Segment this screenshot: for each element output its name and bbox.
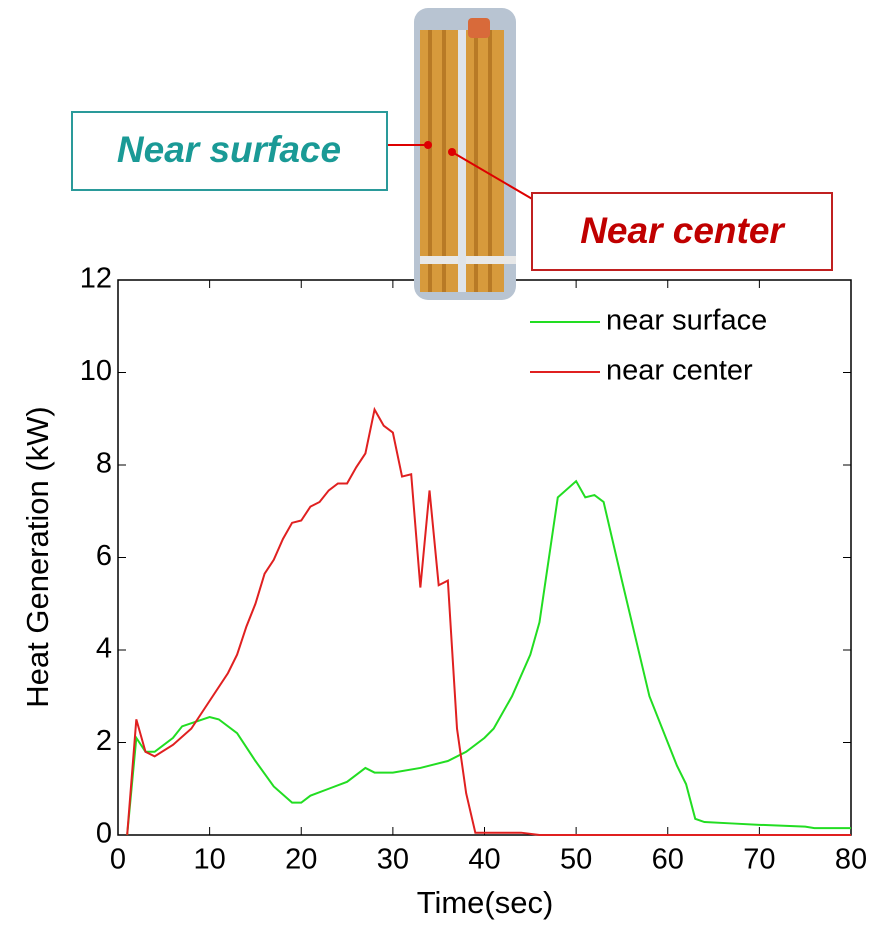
y-tick-label: 0 — [96, 818, 112, 850]
x-tick-label: 70 — [743, 844, 775, 876]
legend-label: near center — [606, 355, 753, 387]
annotation-box — [531, 192, 833, 271]
y-tick-label: 4 — [96, 633, 112, 665]
x-tick-label: 50 — [560, 844, 592, 876]
pointer-line — [451, 151, 535, 201]
y-axis-label: Heat Generation (kW) — [20, 406, 55, 708]
x-tick-label: 20 — [285, 844, 317, 876]
plot: 0 10 20 30 40 50 60 70 80 0 2 4 6 8 10 12 — [80, 263, 867, 876]
battery-image — [414, 8, 516, 300]
y-tick-label: 12 — [80, 263, 112, 295]
y-tick-label: 8 — [96, 448, 112, 480]
x-tick-label: 30 — [377, 844, 409, 876]
x-tick-label: 40 — [468, 844, 500, 876]
x-tick-label: 0 — [110, 844, 126, 876]
legend: near surface near center — [530, 305, 767, 387]
data-line — [126, 406, 851, 836]
x-tick-label: 60 — [652, 844, 684, 876]
annotation-box — [71, 111, 388, 191]
y-tick-label: 2 — [96, 725, 112, 757]
annotation: Near surface — [117, 129, 341, 170]
x-tick-label: 10 — [193, 844, 225, 876]
y-tick-label: 6 — [96, 540, 112, 572]
x-axis-label: Time(sec) — [417, 885, 554, 920]
legend-label: near surface — [606, 305, 767, 337]
y-tick-label: 10 — [80, 355, 112, 387]
annotation: Near center — [580, 210, 786, 251]
x-tick-label: 80 — [835, 844, 867, 876]
data-line — [126, 479, 851, 836]
